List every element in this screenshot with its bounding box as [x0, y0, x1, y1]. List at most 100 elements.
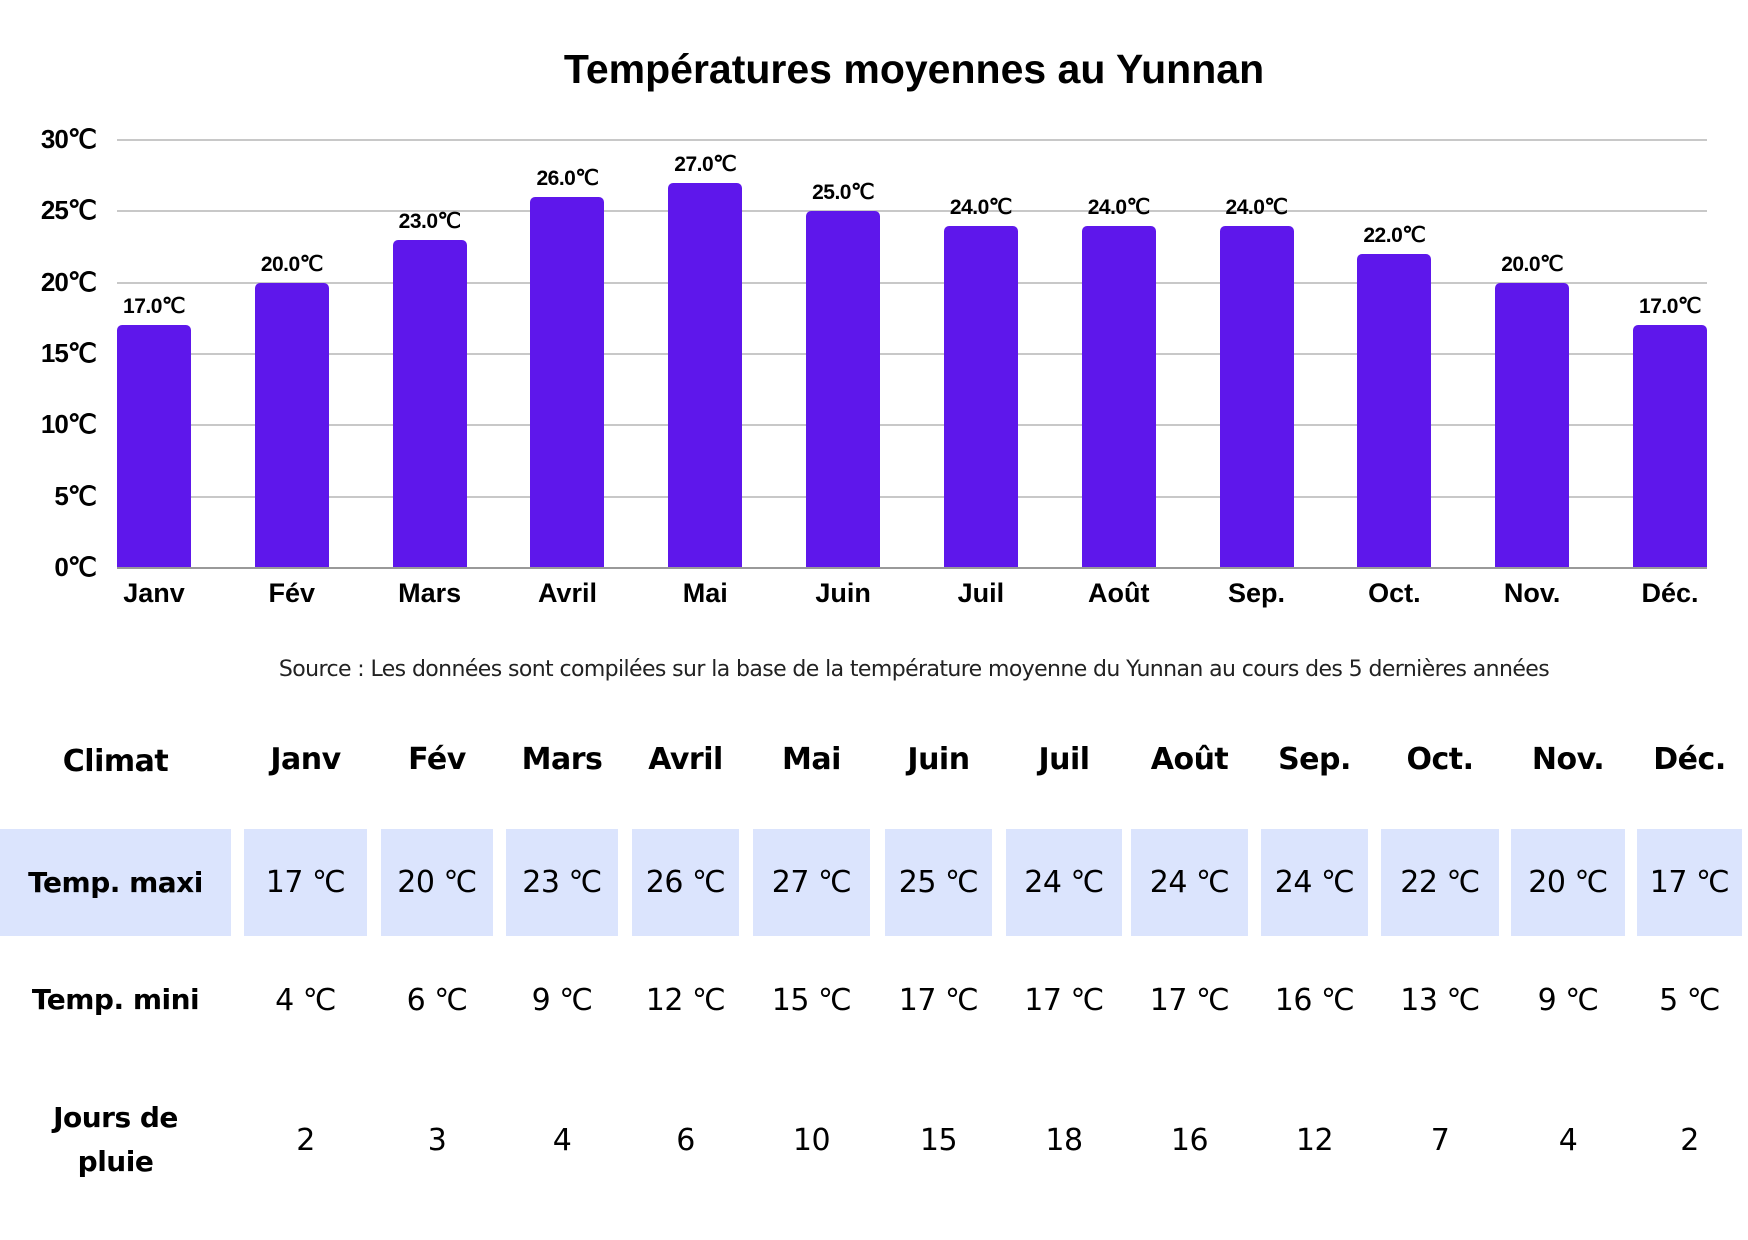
table-cell: 17 ℃ — [1024, 982, 1104, 1018]
table-cell: 22 ℃ — [1400, 865, 1480, 900]
row-highlight-cell — [1511, 829, 1625, 936]
data-label: 27.0℃ — [674, 152, 737, 176]
bar-janv — [117, 325, 191, 568]
row-highlight-cell — [1637, 829, 1742, 936]
chart-title: Températures moyennes au Yunnan — [563, 46, 1265, 92]
table-cell: 25 ℃ — [898, 865, 979, 900]
bar-mars — [392, 239, 467, 568]
bar-aot — [1081, 225, 1156, 568]
row-highlight-cell — [0, 829, 231, 936]
table-cell: 17 ℃ — [898, 982, 979, 1018]
table-cell: 4 — [1558, 1122, 1578, 1158]
table-cell: 3 — [427, 1122, 447, 1158]
gridline — [117, 210, 1707, 213]
row-highlight-cell — [885, 829, 992, 936]
table-cell: 15 — [919, 1122, 958, 1158]
table-cell: 6 ℃ — [406, 982, 468, 1018]
table-cell: 10 — [792, 1122, 831, 1158]
row-highlight-cell — [1131, 829, 1248, 936]
x-tick-label: Déc. — [1641, 578, 1699, 608]
table-cell: 5 ℃ — [1659, 982, 1720, 1018]
row-highlight-cell — [506, 829, 618, 936]
gridline — [117, 281, 1707, 284]
x-tick-label: Janv — [123, 578, 185, 608]
bar-juil — [943, 225, 1018, 568]
column-header: Fév — [408, 742, 466, 777]
table-cell: 18 — [1045, 1122, 1083, 1158]
row-highlight-cell — [244, 829, 367, 936]
data-label: 20.0℃ — [1501, 252, 1564, 276]
table-cell: 7 — [1430, 1122, 1450, 1158]
column-header: Oct. — [1406, 742, 1474, 777]
bar-juin — [806, 211, 881, 568]
row-highlight-cell — [632, 829, 739, 936]
column-header: Avril — [648, 742, 723, 777]
bar-oct — [1357, 254, 1432, 568]
column-header: Juil — [1038, 742, 1090, 777]
column-header: Nov. — [1531, 742, 1605, 777]
column-header: Mai — [782, 742, 841, 777]
column-header: Mars — [521, 742, 603, 777]
table-cell: 20 ℃ — [1528, 865, 1608, 900]
x-tick-label: Avril — [537, 578, 597, 608]
x-tick-label: Oct. — [1368, 578, 1421, 608]
table-cell: 26 ℃ — [645, 865, 726, 900]
bar-mai — [668, 182, 743, 568]
row-header: Temp. mini — [0, 949, 231, 1051]
data-label: 20.0℃ — [260, 252, 323, 276]
table-cell: 2 — [296, 1122, 315, 1158]
x-tick-label: Juil — [957, 578, 1005, 608]
row-highlight-cell — [1381, 829, 1499, 936]
data-label: 24.0℃ — [949, 195, 1012, 219]
table-cell: 20 ℃ — [397, 865, 477, 900]
table-cell: 4 — [552, 1122, 572, 1158]
row-highlight-cell — [1006, 829, 1122, 936]
row-highlight-cell — [381, 829, 493, 936]
table-cell: 4 ℃ — [275, 982, 336, 1018]
bar-avril — [530, 197, 605, 568]
table-cell: 12 — [1295, 1122, 1334, 1158]
table-cell: 17 ℃ — [265, 865, 346, 900]
gridline — [117, 353, 1707, 355]
table-corner-header: Climat — [62, 744, 169, 779]
column-header: Juin — [907, 742, 970, 777]
table-cell: 9 ℃ — [1537, 982, 1599, 1018]
bar-nov — [1495, 282, 1570, 568]
row-highlight-cell — [1261, 829, 1368, 936]
source-note: Source : Les données sont compilées sur … — [278, 657, 1550, 682]
bar-dc — [1633, 325, 1707, 568]
table-cell: 27 ℃ — [771, 865, 852, 900]
table-cell: 23 ℃ — [522, 865, 602, 900]
table-cell: 6 — [676, 1122, 695, 1158]
y-tick-label: 25℃ — [40, 195, 97, 226]
x-tick-label: Mai — [682, 578, 728, 608]
row-highlight-cell — [753, 829, 870, 936]
bar-fv — [254, 282, 329, 568]
table-cell: 12 ℃ — [645, 982, 726, 1018]
y-tick-label: 5℃ — [54, 480, 97, 511]
x-tick-label: Mars — [398, 578, 462, 608]
table-cell: 24 ℃ — [1149, 865, 1230, 900]
table-cell: 17 ℃ — [1149, 982, 1230, 1018]
y-tick-label: 0℃ — [54, 552, 97, 582]
gridline — [117, 495, 1707, 498]
table-cell: 2 — [1680, 1122, 1699, 1158]
y-tick-label: 15℃ — [40, 338, 97, 368]
bar-sep — [1219, 225, 1294, 568]
data-label: 25.0℃ — [812, 181, 875, 205]
data-label: 17.0℃ — [1639, 295, 1701, 319]
y-tick-label: 30℃ — [40, 124, 97, 154]
gridline — [117, 139, 1707, 141]
y-tick-label: 10℃ — [40, 409, 97, 440]
table-cell: 15 ℃ — [771, 982, 852, 1018]
column-header: Janv — [270, 742, 341, 777]
table-cell: 17 ℃ — [1649, 865, 1730, 900]
column-header: Août — [1150, 742, 1229, 777]
row-header: Temp. maxi — [0, 829, 231, 936]
data-label: 17.0℃ — [123, 295, 185, 319]
column-header: Déc. — [1653, 742, 1726, 777]
table-cell: 24 ℃ — [1274, 865, 1355, 900]
row-header-label: Temp. mini — [31, 983, 200, 1016]
x-tick-label: Nov. — [1503, 578, 1561, 608]
data-label: 24.0℃ — [1087, 195, 1150, 219]
